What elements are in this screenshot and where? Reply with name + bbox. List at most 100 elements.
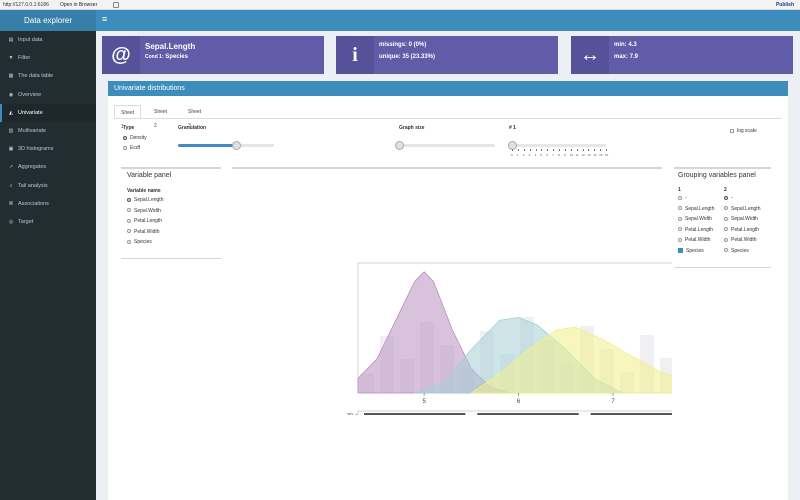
bins-tick-label: 3 bbox=[528, 153, 531, 157]
menu-toggle-icon[interactable]: ≡ bbox=[102, 14, 108, 24]
bins-tick-mark bbox=[517, 149, 519, 151]
sidebar-item-input-data[interactable]: ▤ Input data bbox=[0, 31, 96, 49]
bins-tick-mark bbox=[559, 149, 560, 151]
log-scale-checkbox[interactable]: log scale bbox=[730, 128, 757, 134]
variable-option-species[interactable]: Species bbox=[127, 237, 221, 248]
open-in-browser-button[interactable]: Open in Browser bbox=[60, 2, 98, 8]
grouping-2-option-none[interactable]: - bbox=[724, 193, 774, 204]
grouping-panel-title: Grouping variables panel bbox=[678, 172, 756, 179]
refresh-icon[interactable] bbox=[113, 2, 119, 8]
sidebar-item-label: Tail analysis bbox=[18, 182, 48, 189]
slider-fill bbox=[178, 144, 236, 147]
grouping-2-option-sepal-length[interactable]: Sepal.Length bbox=[724, 204, 774, 215]
sidebar-item-3d-histograms[interactable]: ▣ 3D histograms bbox=[0, 140, 96, 158]
type-density-radio[interactable]: Density bbox=[123, 135, 147, 141]
radio-dot bbox=[678, 195, 682, 200]
variable-option-petal-width[interactable]: Petal.Width bbox=[127, 227, 221, 238]
sidebar-item-the-data-table[interactable]: ▦ The data table bbox=[0, 67, 96, 85]
sidebar-item-univariate[interactable]: ◭ Univariate bbox=[0, 103, 96, 122]
sidebar-item-filter[interactable]: ▼ Filter bbox=[0, 49, 96, 67]
grouping-1-option-sepal-length[interactable]: Sepal.Length bbox=[678, 204, 723, 215]
search-icon: ⌕ bbox=[9, 182, 13, 189]
bins-tick-label: 10 bbox=[569, 153, 574, 157]
grouping-1-option-petal-width[interactable]: Petal.Width bbox=[678, 235, 723, 246]
navbar: ≡ bbox=[96, 10, 800, 31]
radio-dot bbox=[127, 239, 131, 244]
sidebar-item-overview[interactable]: ◉ Overview bbox=[0, 86, 96, 104]
radio-dot bbox=[724, 227, 728, 232]
sidebar-item-tail-analysis[interactable]: ⌕ Tail analysis bbox=[0, 177, 96, 195]
bar-virginica bbox=[590, 413, 672, 415]
x-tick-label: 7 bbox=[611, 399, 615, 405]
bins-tick-mark bbox=[582, 149, 584, 151]
variable-option-sepal-length[interactable]: Sepal.Length bbox=[127, 195, 221, 206]
publish-button[interactable]: Publish bbox=[775, 2, 794, 8]
bins-tick-label: 12 bbox=[581, 153, 585, 157]
bins-tick-mark bbox=[576, 149, 578, 151]
sidebar-item-label: Associations bbox=[18, 200, 49, 207]
sidebar-item-label: Input data bbox=[18, 37, 43, 43]
tab-sheet-2[interactable]: Sheet 2 bbox=[154, 109, 168, 129]
type-label: Type bbox=[123, 125, 135, 131]
variable-option-sepal-width[interactable]: Sepal.Width bbox=[127, 206, 221, 217]
sidebar-item-target[interactable]: ◎ Target bbox=[0, 213, 96, 231]
sidebar-item-multivariate[interactable]: ▥ Multivariate bbox=[0, 122, 96, 140]
bins-tick-label: 2 bbox=[522, 153, 525, 157]
graph-size-label: Graph size bbox=[399, 125, 425, 131]
slider-handle[interactable] bbox=[395, 141, 404, 150]
slider-handle[interactable] bbox=[231, 141, 241, 150]
grouping-col-2-heading: 2 bbox=[724, 187, 727, 193]
variable-panel: Variable panel Variable name Sepal.Lengt… bbox=[127, 172, 221, 248]
tab-sheet-3[interactable]: Sheet 3 bbox=[188, 109, 202, 129]
grouping-2-option-sepal-width[interactable]: Sepal.Width bbox=[724, 214, 774, 225]
sidebar-item-label: Target bbox=[18, 218, 34, 225]
bins-tick-label: 1 bbox=[516, 153, 519, 157]
condition-label: Cond 1: bbox=[145, 54, 164, 60]
sidebar-item-label: 3D histograms bbox=[18, 146, 54, 153]
bins-tick-label: 4 bbox=[534, 153, 537, 157]
x-tick-label: 6 bbox=[517, 399, 521, 405]
cube-icon: ▣ bbox=[8, 146, 14, 153]
variable-name: Sepal.Length bbox=[145, 42, 196, 51]
bins-slider[interactable] bbox=[508, 141, 606, 150]
bins-tick-label: 11 bbox=[575, 153, 579, 157]
grouping-2-option-petal-length[interactable]: Petal.Length bbox=[724, 225, 774, 236]
radio-dot bbox=[127, 218, 131, 223]
graph-size-slider[interactable] bbox=[395, 141, 495, 150]
radio-dot bbox=[678, 206, 682, 211]
line-chart-icon: ↗ bbox=[8, 164, 14, 171]
condition-text: Cond 1: Species bbox=[145, 54, 188, 60]
grouping-2-option-species[interactable]: Species bbox=[724, 246, 774, 257]
sidebar-item-label: Multivariate bbox=[18, 127, 47, 134]
bins-tick-mark bbox=[553, 149, 555, 151]
tab-sheet-1[interactable]: Sheet 1 bbox=[114, 105, 142, 130]
variable-option-petal-length[interactable]: Petal.Length bbox=[127, 216, 221, 227]
grouping-1-option-sepal-width[interactable]: Sepal.Width bbox=[678, 214, 723, 225]
grouping-1-option-species[interactable]: Species bbox=[678, 246, 723, 257]
grouping-2-option-petal-width[interactable]: Petal.Width bbox=[724, 235, 774, 246]
sidebar-item-aggregates[interactable]: ↗ Aggregates bbox=[0, 158, 96, 176]
type-ecdf-radio[interactable]: Ecdf bbox=[123, 145, 140, 151]
app-logo[interactable]: Data explorer bbox=[0, 10, 96, 31]
radio-dot bbox=[724, 216, 728, 221]
grouping-panel: Grouping variables panel 1 - Sepal.Length… bbox=[678, 172, 778, 254]
grouping-1-option-petal-length[interactable]: Petal.Length bbox=[678, 225, 723, 236]
x-tick-label: 5 bbox=[422, 399, 426, 405]
bins-tick-label: 15 bbox=[599, 153, 603, 157]
bins-tick-mark bbox=[594, 149, 596, 151]
bar-chart-icon: ▥ bbox=[8, 127, 14, 134]
variable-info-box: @ Sepal.Length Cond 1: Species bbox=[102, 36, 324, 74]
grouping-1-option-none[interactable]: - bbox=[678, 193, 723, 204]
range-info-box: ↔ min: 4.3 max: 7.9 bbox=[571, 36, 793, 74]
radio-dot bbox=[123, 135, 127, 140]
condition-value: Species bbox=[165, 54, 188, 60]
bins-tick-label: 13 bbox=[587, 153, 591, 157]
selected-box-icon bbox=[678, 247, 683, 253]
radio-dot bbox=[724, 237, 728, 242]
radio-dot bbox=[123, 145, 127, 150]
sidebar-item-label: Filter bbox=[18, 55, 31, 62]
sidebar-item-associations[interactable]: ⌘ Associations bbox=[0, 195, 96, 213]
granulation-slider[interactable] bbox=[178, 141, 274, 150]
missing-info-box: i missings: 0 (0%) unique: 35 (23.33%) bbox=[336, 36, 558, 74]
sidebar-item-label: Univariate bbox=[18, 109, 43, 116]
